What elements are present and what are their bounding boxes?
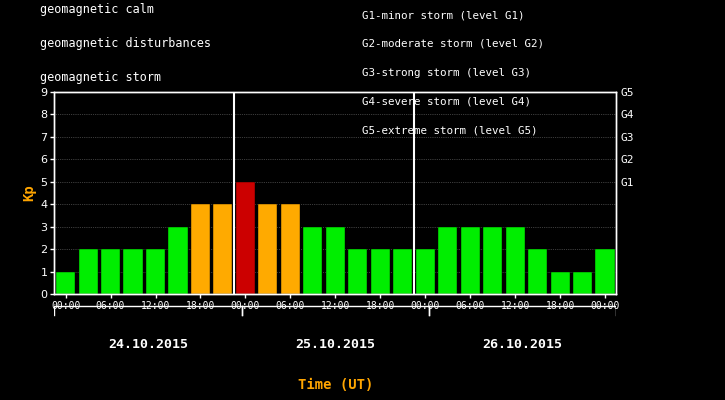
- Bar: [393, 249, 413, 294]
- Bar: [78, 249, 98, 294]
- Bar: [348, 249, 368, 294]
- Bar: [191, 204, 210, 294]
- Bar: [528, 249, 547, 294]
- Text: geomagnetic calm: geomagnetic calm: [40, 3, 154, 16]
- Text: G5-extreme storm (level G5): G5-extreme storm (level G5): [362, 125, 538, 135]
- Bar: [415, 249, 435, 294]
- Text: geomagnetic storm: geomagnetic storm: [40, 71, 161, 84]
- Text: geomagnetic disturbances: geomagnetic disturbances: [40, 37, 211, 50]
- Bar: [460, 227, 480, 294]
- Bar: [146, 249, 165, 294]
- Bar: [550, 272, 570, 294]
- Y-axis label: Kp: Kp: [22, 185, 36, 201]
- Text: G2-moderate storm (level G2): G2-moderate storm (level G2): [362, 39, 544, 49]
- Text: G4-severe storm (level G4): G4-severe storm (level G4): [362, 96, 531, 106]
- Bar: [303, 227, 323, 294]
- Text: 26.10.2015: 26.10.2015: [483, 338, 563, 351]
- Bar: [56, 272, 75, 294]
- Text: 24.10.2015: 24.10.2015: [108, 338, 188, 351]
- Text: Time (UT): Time (UT): [298, 378, 373, 392]
- Bar: [236, 182, 255, 294]
- Bar: [123, 249, 143, 294]
- Text: G1-minor storm (level G1): G1-minor storm (level G1): [362, 10, 525, 20]
- Bar: [326, 227, 345, 294]
- Bar: [573, 272, 592, 294]
- Bar: [281, 204, 300, 294]
- Bar: [168, 227, 188, 294]
- Bar: [438, 227, 457, 294]
- Text: G3-strong storm (level G3): G3-strong storm (level G3): [362, 68, 531, 78]
- Bar: [505, 227, 525, 294]
- Bar: [213, 204, 233, 294]
- Bar: [370, 249, 390, 294]
- Bar: [483, 227, 502, 294]
- Bar: [595, 249, 615, 294]
- Bar: [258, 204, 278, 294]
- Text: 25.10.2015: 25.10.2015: [295, 338, 376, 351]
- Bar: [101, 249, 120, 294]
